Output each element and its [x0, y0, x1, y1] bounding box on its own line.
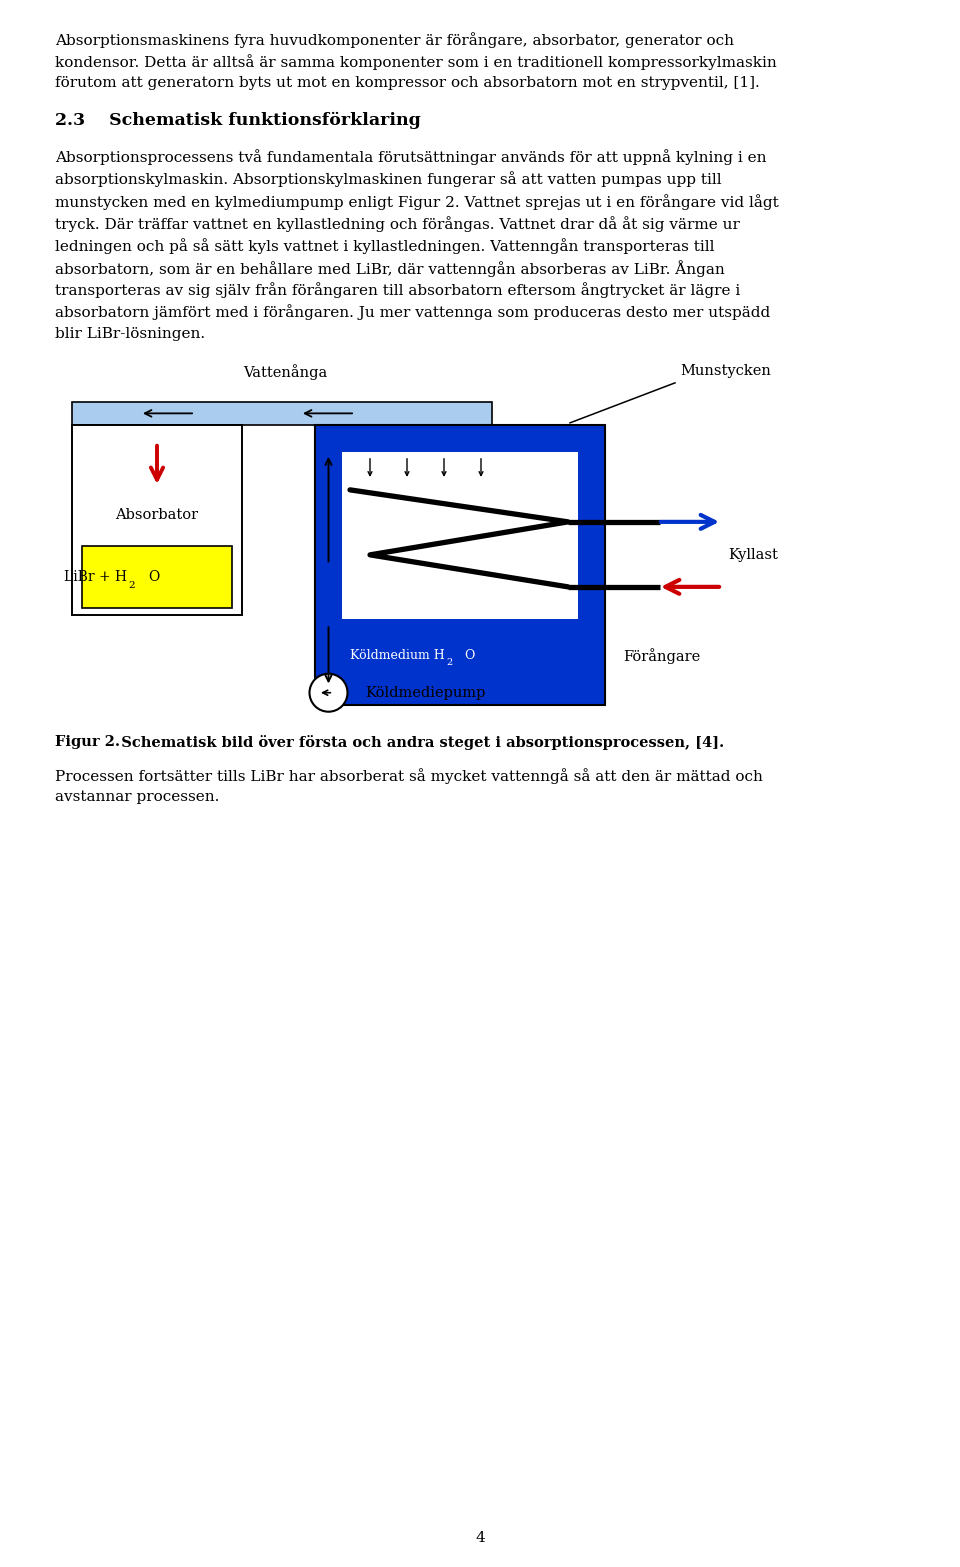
Bar	[72, 425, 242, 614]
Text: 2.3    Schematisk funktionsförklaring: 2.3 Schematisk funktionsförklaring	[55, 111, 420, 128]
Text: kondensor. Detta är alltså är samma komponenter som i en traditionell kompressor: kondensor. Detta är alltså är samma komp…	[55, 55, 777, 71]
Text: O: O	[464, 649, 474, 661]
Text: ledningen och på så sätt kyls vattnet i kyllastledningen. Vattenngån transporter: ledningen och på så sätt kyls vattnet i …	[55, 238, 714, 254]
Bar	[342, 619, 578, 691]
Text: Kyllast: Kyllast	[728, 548, 778, 563]
Bar	[342, 451, 578, 619]
Text: Vattenånga: Vattenånga	[243, 364, 327, 379]
Text: Schematisk bild över första och andra steget i absorptionsprocessen, [4].: Schematisk bild över första och andra st…	[111, 735, 724, 751]
Text: munstycken med en kylmediumpump enligt Figur 2. Vattnet sprejas ut i en förångar: munstycken med en kylmediumpump enligt F…	[55, 194, 779, 210]
Text: transporteras av sig själv från förångaren till absorbatorn eftersom ångtrycket : transporteras av sig själv från förångar…	[55, 282, 740, 298]
Bar	[72, 401, 492, 425]
Text: avstannar processen.: avstannar processen.	[55, 790, 220, 804]
Text: förutom att generatorn byts ut mot en kompressor och absorbatorn mot en strypven: förutom att generatorn byts ut mot en ko…	[55, 77, 759, 91]
Text: Absorptionsprocessens två fundamentala förutsättningar används för att uppnå kyl: Absorptionsprocessens två fundamentala f…	[55, 149, 766, 165]
Text: O: O	[148, 570, 159, 584]
Text: absorbatorn jämfört med i förångaren. Ju mer vattennga som produceras desto mer : absorbatorn jämfört med i förångaren. Ju…	[55, 304, 770, 320]
Text: Förångare: Förångare	[623, 649, 700, 664]
Text: Köldmediepump: Köldmediepump	[366, 686, 486, 700]
Bar	[315, 425, 605, 705]
Text: 4: 4	[475, 1531, 485, 1545]
Text: Absorbator: Absorbator	[115, 508, 199, 522]
Bar	[82, 545, 232, 608]
Text: absorptionskylmaskin. Absorptionskylmaskinen fungerar så att vatten pumpas upp t: absorptionskylmaskin. Absorptionskylmask…	[55, 171, 722, 188]
Text: LiBr + H: LiBr + H	[64, 570, 127, 584]
Text: blir LiBr-lösningen.: blir LiBr-lösningen.	[55, 326, 205, 340]
Circle shape	[309, 674, 348, 711]
Text: Figur 2.: Figur 2.	[55, 735, 120, 749]
Text: Köldmedium H: Köldmedium H	[350, 649, 445, 661]
Text: Absorptionsmaskinens fyra huvudkomponenter är förångare, absorbator, generator o: Absorptionsmaskinens fyra huvudkomponent…	[55, 31, 734, 49]
Text: 2: 2	[128, 581, 134, 589]
Text: tryck. Där träffar vattnet en kyllastledning och förångas. Vattnet drar då åt si: tryck. Där träffar vattnet en kyllastled…	[55, 216, 740, 232]
Text: 2: 2	[446, 658, 452, 668]
Text: Processen fortsätter tills LiBr har absorberat så mycket vattenngå så att den är: Processen fortsätter tills LiBr har abso…	[55, 768, 763, 784]
Text: Munstycken: Munstycken	[680, 364, 771, 378]
Text: absorbatorn, som är en behållare med LiBr, där vattenngån absorberas av LiBr. Ån: absorbatorn, som är en behållare med LiB…	[55, 260, 725, 277]
